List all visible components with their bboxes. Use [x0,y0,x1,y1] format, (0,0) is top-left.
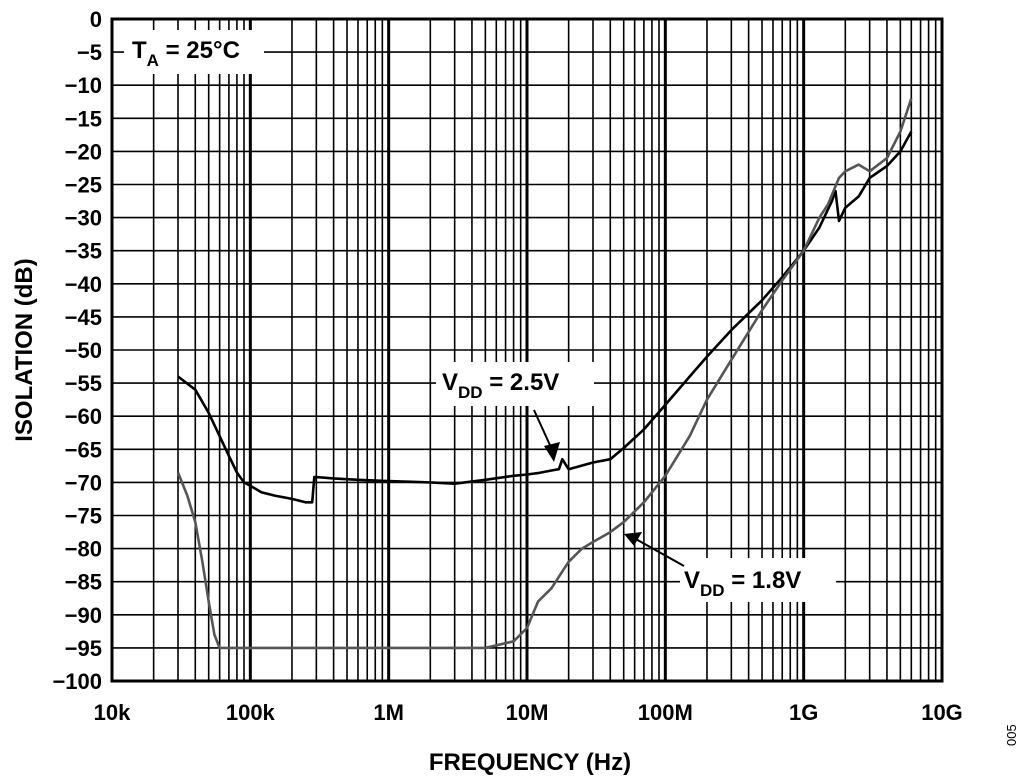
y-tick-label: 0 [90,7,102,32]
x-tick-label: 10k [94,700,131,725]
arrowhead-2-5v [544,442,560,462]
x-tick-labels: 10k 100k 1M 10M 100M 1G 10G [94,700,963,725]
series-label-rest: = 2.5V [483,369,560,396]
svg-text:TA = 25°C: TA = 25°C [132,37,240,70]
y-tick-label: −15 [65,106,102,131]
y-tick-label: −50 [65,338,102,363]
x-tick-label: 100M [638,700,693,725]
arrowhead-1-8v [624,532,642,546]
y-tick-label: −65 [65,437,102,462]
condition-main: T [132,37,147,64]
series-label-sub: DD [458,383,483,402]
svg-text:VDD = 1.8V: VDD = 1.8V [684,567,801,600]
x-axis-title: FREQUENCY (Hz) [429,749,631,776]
y-tick-label: −35 [65,239,102,264]
y-tick-label: −25 [65,173,102,198]
x-tick-label: 1M [373,700,404,725]
x-tick-label: 1G [789,700,818,725]
y-axis-title: ISOLATION (dB) [11,258,38,442]
curves [176,97,913,650]
series-label-main: V [442,369,458,396]
series-label-main: V [684,567,700,594]
y-tick-label: −70 [65,470,102,495]
y-tick-label: −20 [65,139,102,164]
series-line-vdd-2-5v [177,130,913,504]
y-tick-label: −40 [65,272,102,297]
y-tick-label: −80 [65,537,102,562]
y-tick-labels: 0 −5 −10 −15 −20 −25 −30 −35 −40 −45 −50 −55 −60 −65 −… [52,7,102,694]
y-tick-label: −60 [65,404,102,429]
series-label-sub: DD [700,581,725,600]
y-tick-label: −100 [52,669,102,694]
condition-annotation: TA = 25°C [124,30,264,74]
arrow-1-8v [633,537,685,567]
x-tick-label: 100k [226,700,276,725]
grid [110,18,942,682]
y-tick-label: −95 [65,636,102,661]
svg-text:VDD = 2.5V: VDD = 2.5V [442,369,559,402]
condition-rest: = 25°C [159,37,240,64]
y-tick-label: −10 [65,73,102,98]
series-label-vdd-2-5v: VDD = 2.5V [436,362,594,462]
y-tick-label: −85 [65,570,102,595]
series-line-vdd-1-8v [176,97,913,650]
y-tick-label: −45 [65,305,102,330]
y-tick-label: −55 [65,371,102,396]
condition-sub: A [147,51,159,70]
figure-id: 005 [1004,724,1019,746]
y-tick-label: −30 [65,206,102,231]
y-tick-label: −75 [65,504,102,529]
x-tick-label: 10G [921,700,963,725]
x-tick-label: 10M [506,700,549,725]
series-label-vdd-1-8v: VDD = 1.8V [624,532,836,602]
y-tick-label: −5 [77,40,102,65]
series-label-rest: = 1.8V [725,567,802,594]
plot-frame [110,17,944,683]
y-tick-label: −90 [65,603,102,628]
